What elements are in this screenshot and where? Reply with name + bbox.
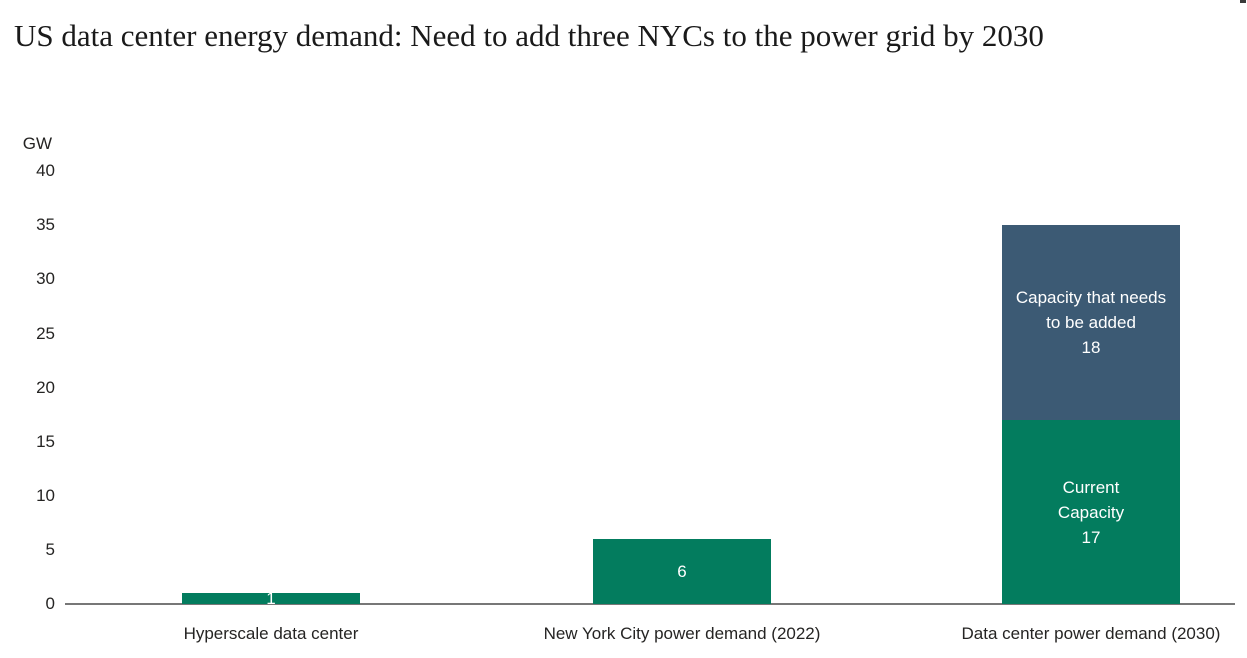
x-axis-category-label: New York City power demand (2022) [543,624,821,643]
x-axis-category-label: Data center power demand (2030) [961,624,1221,643]
y-axis-tick-label: 5 [45,539,55,559]
bar-value-label: 17 [1081,527,1101,547]
bar-value-label: 18 [1081,338,1101,357]
x-axis-line [65,603,1235,605]
bar-segment[interactable]: 1 [182,589,360,608]
y-axis-tick-label: 30 [36,269,55,289]
y-axis-tick-label: 20 [36,377,55,397]
y-axis-tick-label: 0 [45,594,55,613]
y-axis-tick-label: 25 [36,323,55,343]
bar-value-label: Current [1062,477,1120,497]
y-axis-tick-label: 15 [36,431,55,451]
bar-value-label: to be added [1046,313,1136,332]
bar-value-label: 1 [266,589,276,608]
corner-artifact [1240,0,1246,3]
y-axis-unit-label: GW [22,134,52,153]
bar-segment[interactable]: Capacity that needs to be added 18 [1002,225,1180,420]
y-axis-tick-label: 40 [36,161,55,181]
x-axis-category-label: Hyperscale data center [183,624,359,643]
bar-segment[interactable]: 6 [593,539,771,604]
chart-title: US data center energy demand: Need to ad… [14,18,1044,53]
bar-value-label: Capacity [1057,502,1125,522]
bar-value-label: 6 [677,562,687,581]
y-axis-tick-label: 35 [36,215,55,235]
y-axis-tick-label: 10 [36,485,55,505]
bar-segment[interactable]: Current Capacity 17 [1002,420,1180,604]
bar-value-label: Capacity that needs [1015,288,1167,307]
